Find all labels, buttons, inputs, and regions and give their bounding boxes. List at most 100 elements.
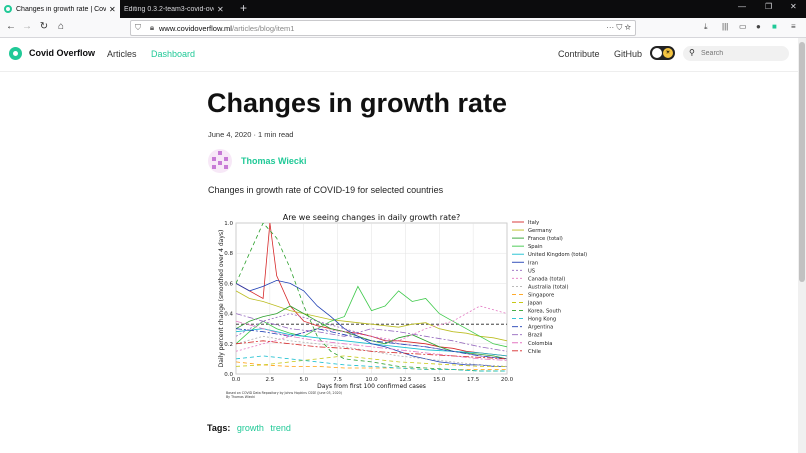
restore-icon[interactable]: ❐: [765, 2, 773, 11]
legend-label: Chile: [528, 349, 541, 355]
series-line: [236, 305, 507, 360]
toggle-knob: [652, 48, 662, 58]
page-actions-icon[interactable]: ··· ⛉ ☆: [606, 23, 631, 32]
url-path: /articles/blog/item1: [231, 23, 295, 33]
x-tick-label: 7.5: [333, 377, 342, 383]
tag-trend[interactable]: trend: [270, 423, 291, 433]
series-line: [236, 340, 507, 360]
legend-label: Brazil: [528, 333, 542, 339]
avatar: [208, 149, 232, 173]
sidebar-icon[interactable]: ▭: [739, 22, 747, 31]
search-box[interactable]: ⚲: [683, 46, 789, 61]
legend-label: Australia (total): [528, 284, 569, 290]
legend-label: Japan: [527, 301, 542, 307]
series-line: [236, 223, 507, 372]
series-line: [236, 320, 507, 361]
article-meta: June 4, 2020 · 1 min read: [208, 130, 294, 139]
article-lead: Changes in growth rate of COVID-19 for s…: [208, 185, 444, 195]
back-icon[interactable]: ←: [6, 21, 16, 32]
growth-rate-chart: 0.0 2.5 5.0 7.5 10.0 12.5 15.0 17.5 20.0 0.0 0.2 0.…: [212, 207, 592, 408]
legend-label: Argentina: [528, 325, 553, 331]
series-line: [236, 355, 507, 372]
x-tick-label: 10.0: [365, 377, 378, 383]
nav-dashboard[interactable]: Dashboard: [151, 49, 196, 59]
source-note: Based on COVID Data Repository by Johns …: [226, 391, 342, 395]
browser-tab-bar: Changes in growth rate | Covid ✕ Editing…: [0, 0, 806, 18]
author-name[interactable]: Thomas Wiecki: [241, 156, 307, 166]
reload-icon[interactable]: ↻: [39, 21, 49, 32]
y-tick-label: 0.6: [224, 281, 233, 287]
url-host: www.covidoverflow.ml: [159, 23, 232, 33]
tab-title: Editing 0.3.2-team3-covid-ove: [124, 5, 214, 13]
y-tick-label: 0.2: [224, 342, 233, 348]
y-tick-label: 0.0: [224, 372, 233, 378]
tab-active[interactable]: Changes in growth rate | Covid ✕: [0, 0, 120, 18]
x-tick-label: 12.5: [399, 377, 412, 383]
url-bar[interactable]: ⛉ 🔒︎ www.covidoverflow.ml/articles/blog/…: [130, 20, 636, 36]
theme-toggle[interactable]: ☀: [650, 46, 675, 60]
legend-label: Italy: [528, 220, 539, 226]
minimize-icon[interactable]: —: [738, 2, 746, 11]
series-line: [236, 355, 507, 367]
nav-contribute[interactable]: Contribute: [558, 49, 600, 59]
article-title: Changes in growth rate: [207, 88, 508, 118]
covid-overflow-favicon-icon: [4, 5, 12, 13]
shield-icon: ⛉: [135, 23, 141, 32]
series-line: [236, 361, 507, 370]
nav-articles[interactable]: Articles: [107, 49, 137, 59]
chart-title: Are we seeing changes in daily growth ra…: [283, 213, 461, 222]
legend-label: Korea, South: [528, 309, 561, 315]
x-tick-label: 0.0: [232, 377, 241, 383]
browser-nav-bar: ← → ↻ ⌂ ⛉ 🔒︎ www.covidoverflow.ml/articl…: [0, 18, 806, 38]
forward-icon[interactable]: →: [22, 21, 32, 32]
sun-icon: ☀: [663, 48, 673, 58]
logo-icon[interactable]: [9, 47, 22, 60]
page-scrollbar[interactable]: [798, 38, 806, 453]
y-tick-label: 0.4: [224, 312, 233, 318]
x-tick-label: 5.0: [299, 377, 308, 383]
tab-title: Changes in growth rate | Covid: [16, 5, 106, 13]
tags-label: Tags:: [207, 423, 231, 433]
series-line: [236, 290, 507, 342]
scrollbar-thumb[interactable]: [799, 42, 805, 282]
legend-label: Germany: [528, 228, 552, 234]
series-line: [236, 313, 507, 360]
series-line: [236, 313, 507, 352]
legend-label: Spain: [528, 244, 543, 250]
y-axis-label: Daily percent change (smoothed over 4 da…: [218, 230, 225, 368]
account-icon[interactable]: ●: [756, 22, 761, 31]
y-tick-label: 0.8: [224, 251, 233, 257]
series-line: [236, 328, 507, 360]
legend-label: United Kingdom (total): [528, 252, 587, 258]
legend-label: Iran: [528, 260, 538, 266]
tab-inactive[interactable]: Editing 0.3.2-team3-covid-ove ✕: [120, 0, 238, 18]
x-tick-label: 2.5: [266, 377, 275, 383]
legend-label: Hong Kong: [528, 317, 556, 323]
search-input[interactable]: [701, 47, 785, 60]
chart-byline: By Thomas Wiecki: [226, 395, 255, 399]
x-tick-label: 17.5: [467, 377, 480, 383]
home-icon[interactable]: ⌂: [57, 21, 65, 32]
nav-github[interactable]: GitHub: [614, 49, 643, 59]
tags-row: Tags: growth trend: [207, 423, 291, 433]
new-tab-icon[interactable]: +: [240, 1, 248, 15]
legend-label: Canada (total): [528, 276, 565, 282]
extension-icon[interactable]: ■: [772, 22, 777, 31]
legend-label: France (total): [528, 236, 563, 242]
site-header: Covid Overflow Articles Dashboard Contri…: [0, 38, 806, 72]
window-close-icon[interactable]: ✕: [790, 2, 797, 11]
x-tick-label: 15.0: [433, 377, 446, 383]
legend-label: Colombia: [528, 341, 552, 347]
x-tick-label: 20.0: [501, 377, 514, 383]
close-icon[interactable]: ✕: [109, 4, 116, 14]
series-line: [236, 285, 507, 348]
library-icon[interactable]: |||: [722, 22, 729, 31]
download-icon[interactable]: ⤓: [704, 22, 708, 31]
menu-icon[interactable]: ≡: [791, 22, 796, 31]
chart-svg: 0.0 2.5 5.0 7.5 10.0 12.5 15.0 17.5 20.0 0.0 0.2 0.…: [218, 213, 587, 399]
lock-icon: 🔒︎: [149, 23, 155, 32]
search-icon: ⚲: [689, 48, 695, 57]
close-icon[interactable]: ✕: [217, 4, 224, 14]
tag-growth[interactable]: growth: [236, 423, 264, 433]
site-brand[interactable]: Covid Overflow: [29, 48, 96, 58]
